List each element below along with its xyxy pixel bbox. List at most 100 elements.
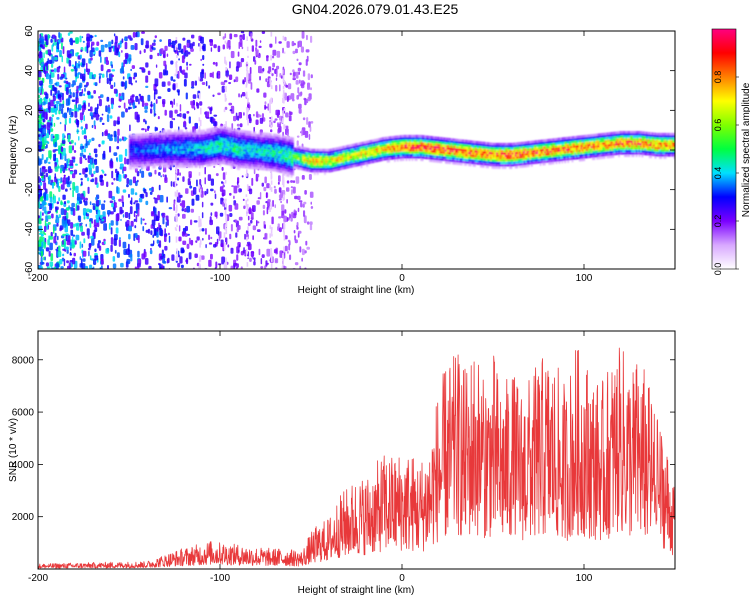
spectrogram-noise-cell <box>309 134 311 140</box>
spectrogram-noise-cell <box>179 66 182 72</box>
spectrogram-noise-cell <box>167 88 170 92</box>
spectrogram-noise-cell <box>111 227 113 234</box>
spectrogram-noise-cell <box>50 90 52 96</box>
spectrogram-noise-cell <box>103 151 105 159</box>
spectrogram-noise-cell <box>176 217 178 222</box>
spectrogram-noise-cell <box>231 248 234 254</box>
spectrogram-noise-cell <box>50 197 53 203</box>
spectrogram-noise-cell <box>200 189 202 194</box>
spectrogram-noise-cell <box>70 230 73 236</box>
spectrogram-noise-cell <box>276 70 278 78</box>
spectrogram-noise-cell <box>296 95 299 100</box>
spectrogram-noise-cell <box>224 57 226 64</box>
spectrogram-noise-cell <box>53 194 54 200</box>
spectrogram-noise-cell <box>104 241 106 244</box>
spectrogram-noise-cell <box>210 254 213 260</box>
spectrogram-noise-cell <box>52 183 54 189</box>
spectrogram-noise-cell <box>213 115 217 117</box>
spectrogram-noise-cell <box>141 32 145 34</box>
spectrogram-noise-cell <box>57 67 60 73</box>
spectrogram-noise-cell <box>155 127 157 132</box>
spectrogram-noise-cell <box>55 207 59 211</box>
spectrogram-noise-cell <box>133 177 136 184</box>
spectrogram-noise-cell <box>172 102 174 108</box>
spectrogram-noise-cell <box>114 238 117 246</box>
spectrogram-noise-cell <box>75 69 77 77</box>
spectrogram-noise-cell <box>92 203 96 205</box>
spectrogram-noise-cell <box>247 207 249 212</box>
spectrogram-noise-cell <box>135 43 138 50</box>
spectrogram-noise-cell <box>176 83 178 88</box>
spectrogram-noise-cell <box>140 50 142 54</box>
spectrogram-noise-cell <box>123 189 127 192</box>
spectrogram-noise-cell <box>80 225 83 232</box>
spectrogram-noise-cell <box>302 249 305 255</box>
spectrogram-noise-cell <box>144 103 148 106</box>
spectrogram-noise-cell <box>279 84 281 91</box>
spectrogram-noise-cell <box>144 223 146 225</box>
spectrogram-noise-cell <box>246 66 248 69</box>
spectrogram-noise-cell <box>55 173 57 179</box>
spectrogram-noise-cell <box>65 81 68 84</box>
spectrogram-noise-cell <box>149 188 153 191</box>
spectrogram-noise-cell <box>41 178 44 181</box>
spectrogram-noise-cell <box>47 215 51 219</box>
spectrogram-noise-cell <box>84 88 86 92</box>
spectrogram-noise-cell <box>298 208 300 212</box>
spectrogram-noise-cell <box>73 40 76 42</box>
spectrogram-noise-cell <box>296 80 299 85</box>
spectrogram-ridge-cell <box>216 127 218 129</box>
spectrogram-noise-cell <box>51 214 54 219</box>
spectrogram-noise-cell <box>135 80 137 83</box>
spectrogram-noise-cell <box>159 240 161 248</box>
spectrogram-noise-cell <box>52 85 54 91</box>
spectrogram-noise-cell <box>211 47 212 52</box>
spectrogram-noise-cell <box>289 255 291 261</box>
spectrogram-noise-cell <box>84 201 88 206</box>
spectrogram-noise-cell <box>115 250 117 254</box>
spectrogram-noise-cell <box>134 212 136 217</box>
spectrogram-noise-cell <box>90 106 93 111</box>
spectrogram-noise-cell <box>131 188 135 195</box>
spectrogram-noise-cell <box>109 223 111 230</box>
spectrogram-noise-cell <box>175 227 177 230</box>
spectrogram-noise-cell <box>169 236 171 243</box>
spectrogram-noise-cell <box>70 160 74 167</box>
spectrogram-noise-cell <box>133 32 136 38</box>
spectrogram-noise-cell <box>256 220 258 226</box>
spectrogram-noise-cell <box>113 120 116 126</box>
spectrogram-noise-cell <box>47 122 51 130</box>
spectrogram-noise-cell <box>247 242 251 245</box>
spectrogram-noise-cell <box>246 200 248 207</box>
spectrogram-noise-cell <box>39 89 41 91</box>
spectrogram-noise-cell <box>130 69 132 71</box>
spectrogram-noise-cell <box>40 205 42 209</box>
spectrogram-noise-cell <box>156 99 158 104</box>
spectrogram-noise-cell <box>159 263 161 269</box>
spectrogram-noise-cell <box>233 116 236 121</box>
spectrogram-noise-cell <box>48 162 51 164</box>
spectrogram-noise-cell <box>94 227 97 232</box>
spectrogram-noise-cell <box>176 70 178 74</box>
spectrogram-noise-cell <box>310 36 312 43</box>
spectrogram-noise-cell <box>289 115 292 121</box>
spectrogram-noise-cell <box>185 50 188 56</box>
spectrogram-noise-cell <box>44 160 46 164</box>
spectrogram-noise-cell <box>250 33 252 39</box>
spectrogram-noise-cell <box>189 252 192 259</box>
spectrogram-noise-cell <box>123 60 127 64</box>
spectrogram-noise-cell <box>246 251 248 253</box>
spectrogram-noise-cell <box>302 175 305 180</box>
spectrogram-noise-cell <box>288 240 291 242</box>
spectrogram-noise-cell <box>44 206 47 213</box>
spectrogram-noise-cell <box>85 198 88 201</box>
spectrogram-noise-cell <box>252 251 254 258</box>
spectrogram-noise-cell <box>83 94 85 97</box>
spectrogram-noise-cell <box>311 121 314 124</box>
spectrogram-noise-cell <box>301 258 303 262</box>
spectrogram-noise-cell <box>180 203 182 206</box>
spectrogram-noise-cell <box>272 56 274 59</box>
spectrogram-noise-cell <box>52 114 55 117</box>
spectrogram-noise-cell <box>137 251 140 258</box>
